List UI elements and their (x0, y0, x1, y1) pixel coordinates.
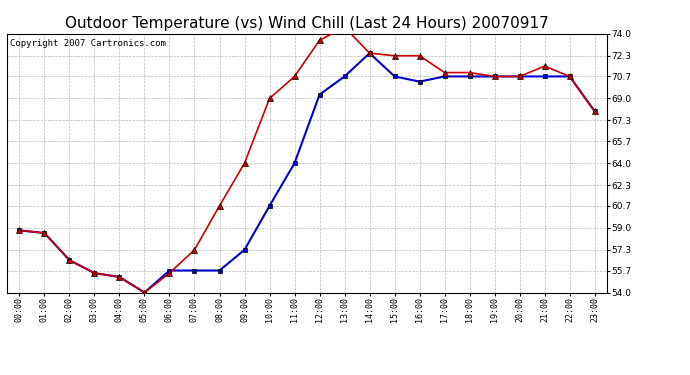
Title: Outdoor Temperature (vs) Wind Chill (Last 24 Hours) 20070917: Outdoor Temperature (vs) Wind Chill (Las… (65, 16, 549, 31)
Text: Copyright 2007 Cartronics.com: Copyright 2007 Cartronics.com (10, 39, 166, 48)
